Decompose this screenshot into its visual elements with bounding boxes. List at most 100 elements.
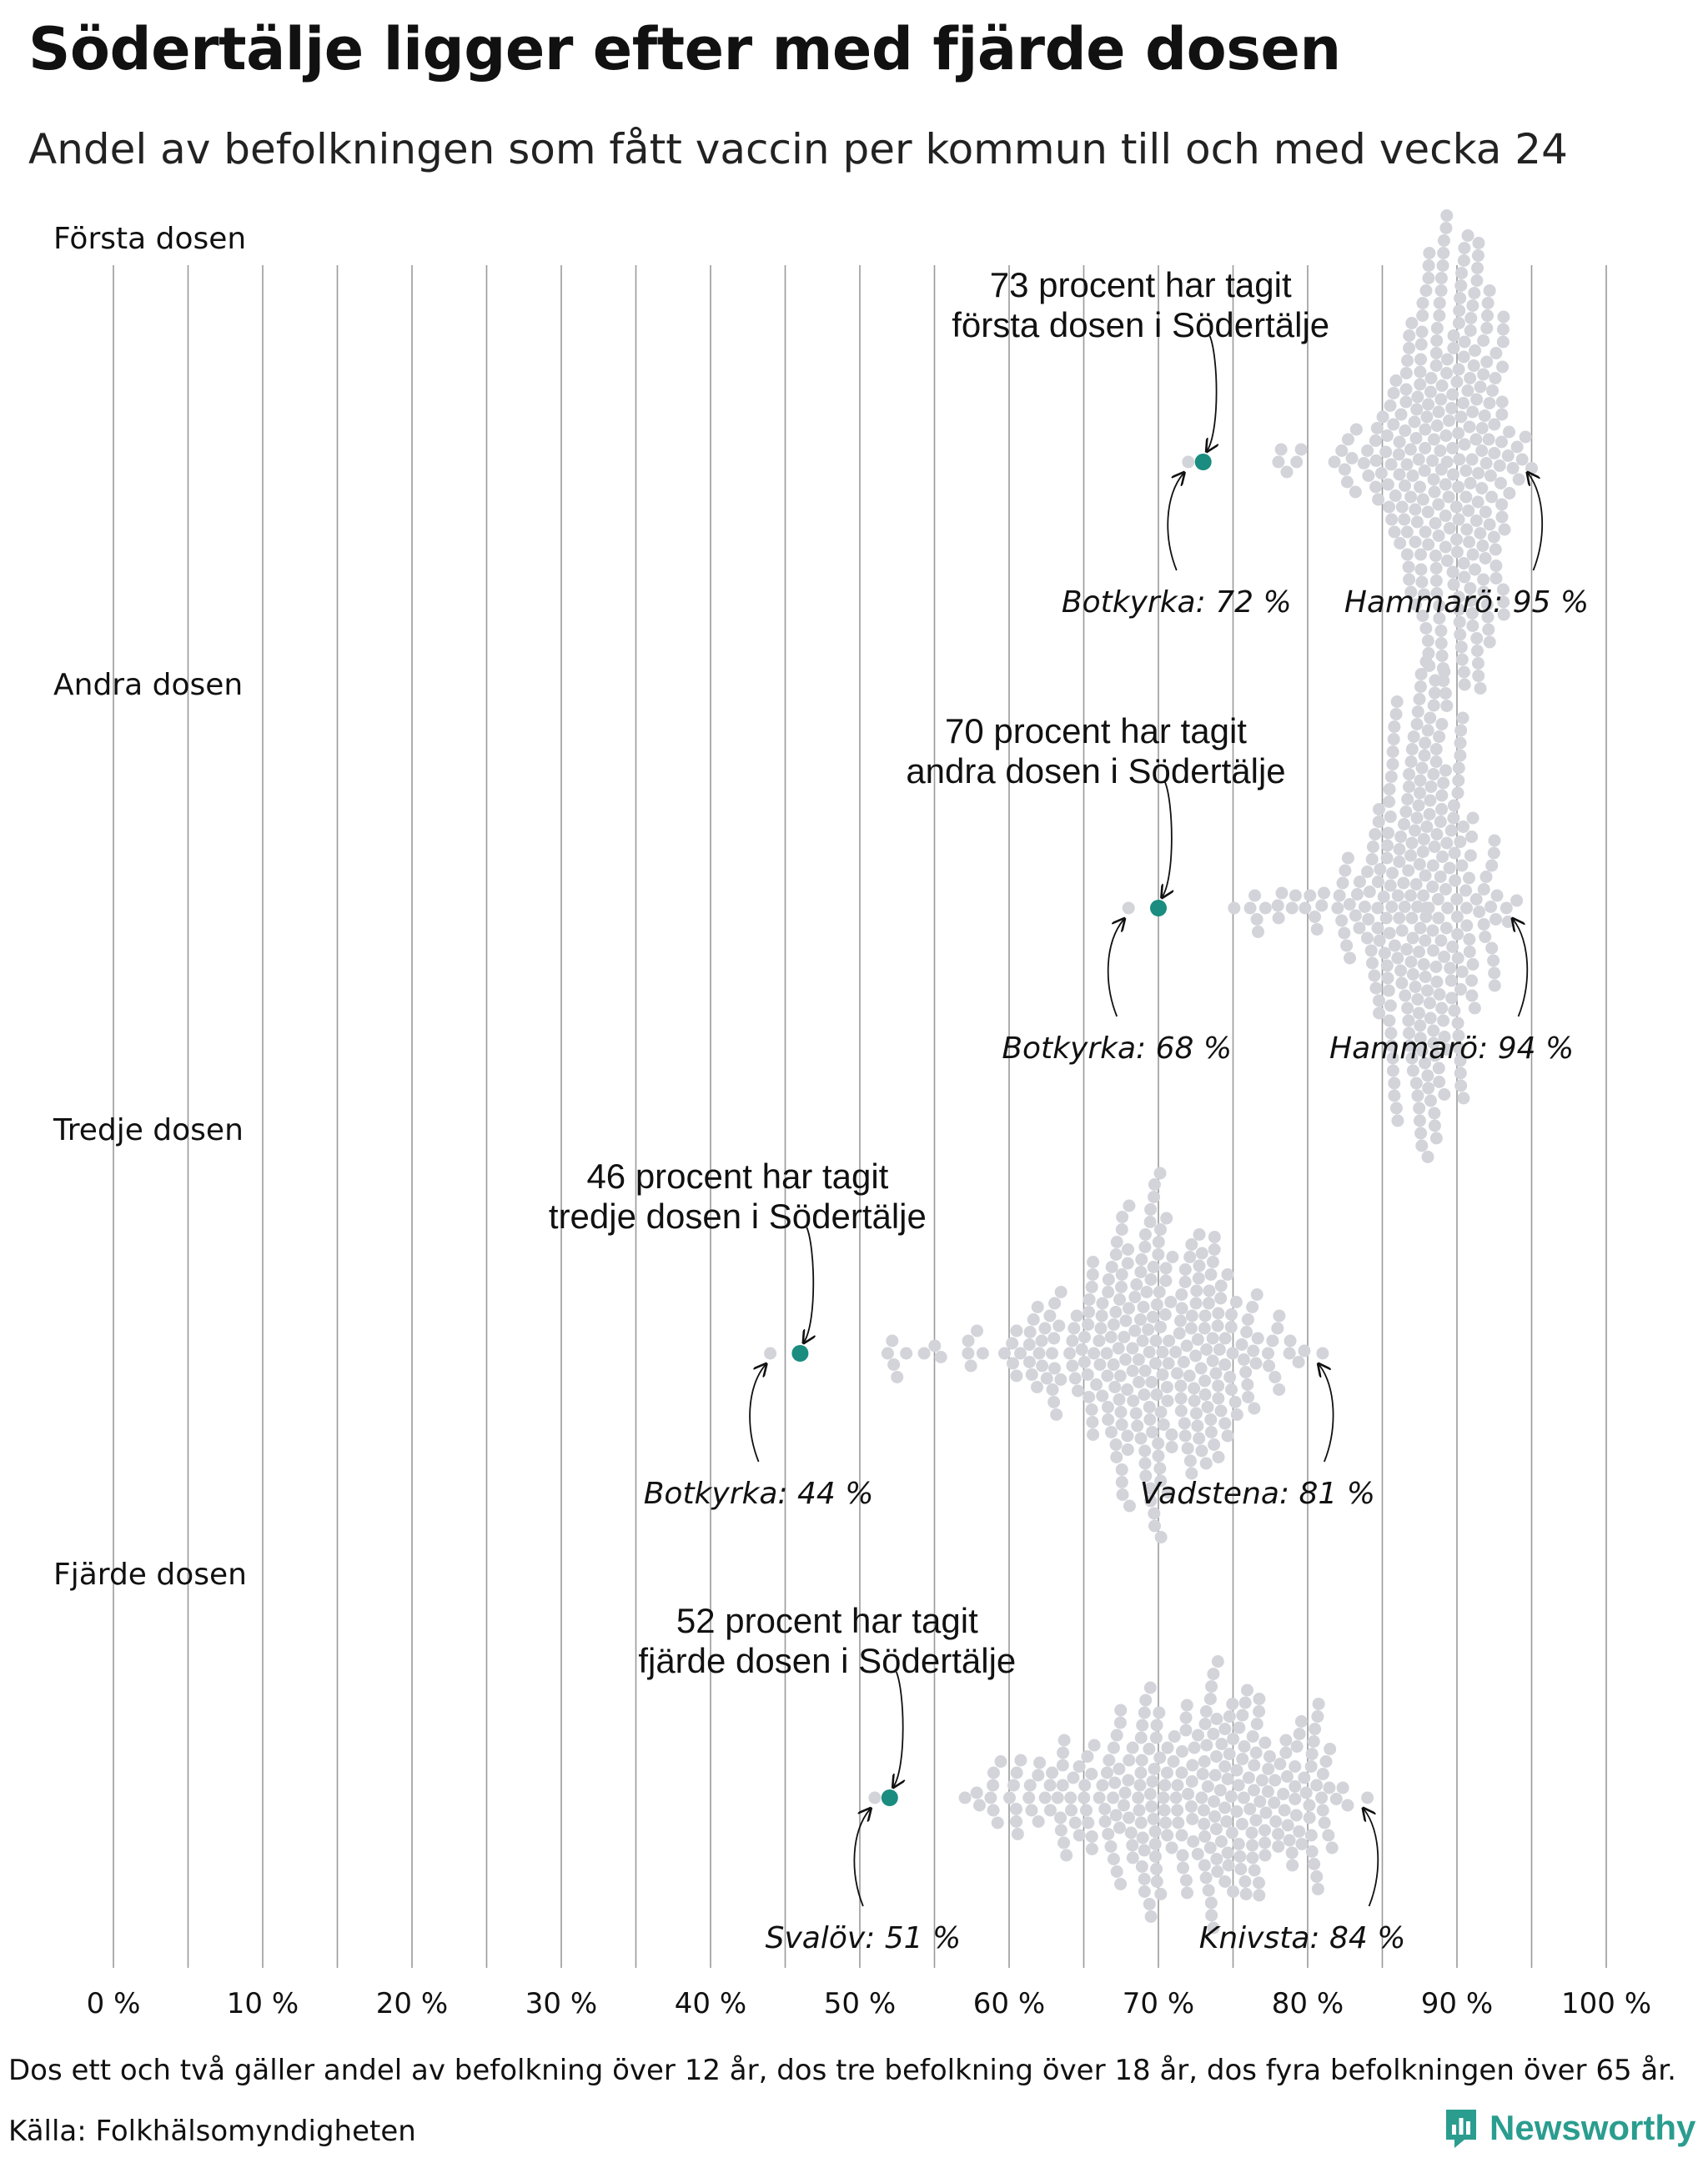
municipality-dot bbox=[1299, 901, 1312, 915]
municipality-dot bbox=[1273, 1383, 1286, 1396]
municipality-dot bbox=[1474, 380, 1487, 394]
municipality-dot bbox=[1413, 1102, 1426, 1115]
municipality-dot bbox=[1414, 548, 1427, 561]
municipality-dot bbox=[1113, 1821, 1126, 1834]
municipality-dot bbox=[1169, 1346, 1183, 1358]
municipality-dot bbox=[1350, 888, 1364, 901]
municipality-dot bbox=[1165, 1841, 1178, 1854]
municipality-dot bbox=[1369, 828, 1382, 841]
municipality-dot bbox=[1115, 1223, 1128, 1236]
municipality-dot bbox=[1487, 530, 1500, 544]
municipality-dot bbox=[1136, 1719, 1149, 1732]
municipality-dot bbox=[1311, 1710, 1324, 1723]
municipality-dot bbox=[1465, 974, 1479, 987]
municipality-dot bbox=[1422, 1081, 1435, 1095]
municipality-dot bbox=[887, 1358, 901, 1371]
municipality-dot bbox=[1440, 836, 1454, 850]
x-tick-label: 0 % bbox=[87, 1987, 141, 2020]
municipality-dot bbox=[1241, 1378, 1254, 1391]
municipality-dot bbox=[1198, 1309, 1212, 1322]
municipality-dot bbox=[1387, 387, 1400, 399]
municipality-dot bbox=[1249, 1746, 1263, 1759]
municipality-dot bbox=[1435, 650, 1449, 662]
municipality-dot bbox=[1153, 1223, 1167, 1236]
municipality-dot bbox=[1432, 529, 1445, 542]
municipality-dot bbox=[1455, 653, 1469, 666]
municipality-dot bbox=[1411, 1089, 1424, 1102]
municipality-dot bbox=[1208, 1810, 1222, 1823]
municipality-dot bbox=[1211, 1865, 1224, 1878]
municipality-dot bbox=[1383, 926, 1396, 940]
municipality-dot bbox=[1454, 292, 1467, 304]
municipality-dot bbox=[1380, 839, 1394, 852]
municipality-dot bbox=[1188, 1394, 1201, 1408]
municipality-dot bbox=[1472, 467, 1485, 479]
municipality-dot bbox=[1439, 429, 1453, 442]
municipality-dot bbox=[1135, 1860, 1148, 1873]
municipality-dot bbox=[1386, 1064, 1399, 1077]
municipality-dot bbox=[1213, 1784, 1227, 1797]
municipality-dot bbox=[1441, 901, 1454, 915]
municipality-dot bbox=[1214, 1292, 1228, 1305]
municipality-dot bbox=[1489, 347, 1503, 359]
municipality-dot bbox=[1310, 923, 1324, 936]
municipality-dot bbox=[1319, 1755, 1333, 1768]
municipality-dot bbox=[1014, 1754, 1027, 1767]
municipality-dot bbox=[1366, 841, 1379, 853]
municipality-dot bbox=[1424, 1094, 1437, 1107]
municipality-dot bbox=[1470, 645, 1484, 657]
municipality-dot bbox=[1115, 1268, 1128, 1281]
municipality-dot bbox=[1429, 562, 1443, 575]
municipality-dot bbox=[1323, 1781, 1336, 1794]
municipality-dot bbox=[1451, 951, 1464, 965]
municipality-dot bbox=[1245, 1826, 1258, 1839]
municipality-dot bbox=[1387, 418, 1400, 431]
municipality-dot bbox=[1362, 469, 1375, 482]
municipality-dot bbox=[1221, 1429, 1234, 1443]
municipality-dot bbox=[1154, 1406, 1168, 1418]
municipality-dot bbox=[1424, 385, 1437, 399]
municipality-dot bbox=[1432, 405, 1445, 419]
municipality-dot bbox=[1186, 1759, 1199, 1772]
municipality-dot bbox=[1444, 824, 1458, 837]
municipality-dot bbox=[1201, 1780, 1214, 1793]
municipality-dot bbox=[1218, 1760, 1232, 1773]
municipality-dot bbox=[1497, 310, 1510, 324]
municipality-dot bbox=[1341, 851, 1354, 865]
municipality-dot bbox=[1178, 1263, 1192, 1276]
municipality-dot bbox=[1078, 1791, 1091, 1804]
municipality-dot bbox=[1010, 1324, 1023, 1337]
municipality-dot bbox=[1198, 1755, 1211, 1768]
municipality-dot bbox=[1208, 1231, 1221, 1243]
municipality-dot bbox=[1429, 961, 1443, 973]
municipality-dot bbox=[1479, 871, 1493, 883]
highlight-annotation: fjärde dosen i Södertälje bbox=[638, 1641, 1016, 1680]
municipality-dot bbox=[1294, 1715, 1308, 1728]
municipality-dot bbox=[1104, 1426, 1118, 1438]
municipality-dot bbox=[1098, 1815, 1112, 1828]
municipality-dot bbox=[1410, 515, 1424, 529]
municipality-dot bbox=[1371, 876, 1384, 888]
municipality-dot bbox=[1147, 1813, 1160, 1825]
municipality-dot bbox=[1424, 372, 1438, 384]
municipality-dot bbox=[1144, 1482, 1158, 1495]
municipality-dot bbox=[1054, 1373, 1068, 1386]
municipality-dot bbox=[1222, 1859, 1235, 1872]
municipality-dot bbox=[1138, 1706, 1151, 1719]
municipality-dot bbox=[1311, 1883, 1324, 1895]
municipality-dot bbox=[1475, 422, 1489, 434]
municipality-dot bbox=[1239, 1888, 1253, 1900]
max-label: Vadstena: 81 % bbox=[1140, 1477, 1375, 1511]
municipality-dot bbox=[1434, 284, 1448, 297]
municipality-dot bbox=[1397, 876, 1410, 890]
municipality-dot bbox=[1409, 824, 1422, 837]
brand-logo[interactable]: Newsworthy bbox=[1443, 2103, 1695, 2153]
municipality-dot bbox=[1293, 1728, 1306, 1740]
municipality-dot bbox=[1447, 578, 1460, 591]
municipality-dot bbox=[1144, 1910, 1158, 1923]
municipality-dot bbox=[1393, 843, 1406, 856]
municipality-dot bbox=[1430, 419, 1444, 432]
municipality-dot bbox=[1242, 1391, 1255, 1403]
